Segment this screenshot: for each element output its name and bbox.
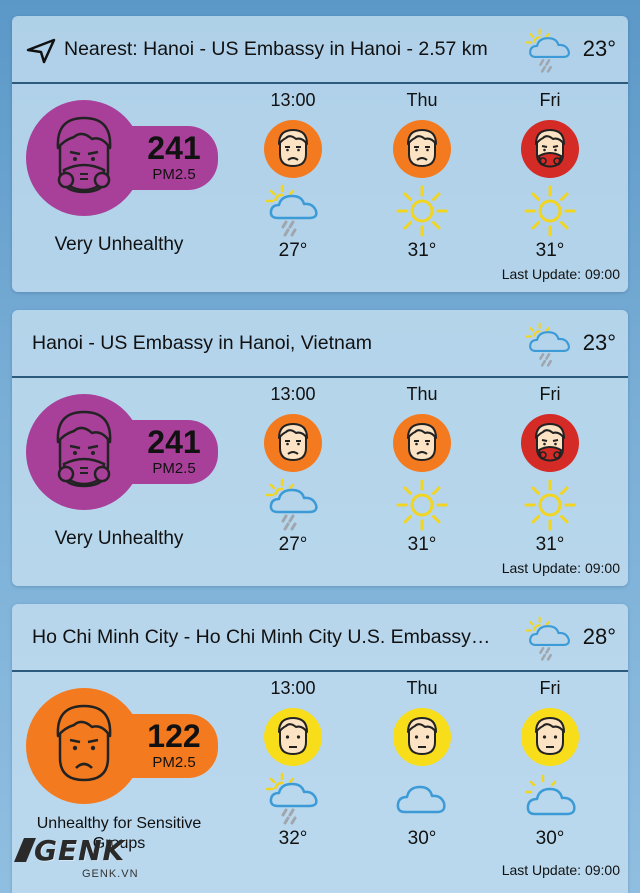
aqi-circle [26,688,142,804]
card-header: Ho Chi Minh City - Ho Chi Minh City U.S.… [12,604,628,672]
aqi-circle [26,394,142,510]
aqi-card-hcmc[interactable]: Ho Chi Minh City - Ho Chi Minh City U.S.… [12,604,628,893]
sun-cloud-icon [523,772,577,826]
header-temperature: 23° [582,330,616,355]
aqi-face-badge [393,708,451,766]
station-title[interactable]: Nearest: Hanoi - US Embassy in Hanoi - 2… [64,38,488,60]
aqi-face-badge [393,414,451,472]
forecast-label: 13:00 [270,678,316,698]
sad-face-icon [40,700,128,792]
sun-cloud-rain-icon [526,322,572,368]
forecast-label: Thu [406,384,438,404]
card-header: Nearest: Hanoi - US Embassy in Hanoi - 2… [12,16,628,84]
forecast-label: Fri [539,90,561,110]
aqi-status: Very Unhealthy [54,528,184,549]
watermark-logo: GENK [34,834,126,867]
aqi-face-badge [264,414,322,472]
cloud-icon [395,772,449,826]
aqi-pollutant: PM2.5 [152,754,196,771]
aqi-circle [26,100,142,216]
aqi-pollutant: PM2.5 [152,166,196,183]
aqi-badge: 241 PM2.5 [130,126,218,190]
mask-face-icon [40,406,128,498]
forecast-temp: 31° [407,534,437,555]
aqi-card-hanoi[interactable]: Hanoi - US Embassy in Hanoi, Vietnam 23°… [12,310,628,586]
sun-cloud-rain-icon [266,184,320,238]
aqi-value: 241 [147,424,201,460]
sun-cloud-rain-icon [526,616,572,662]
header-temperature: 23° [582,36,616,61]
mask-face-icon [521,120,579,178]
neutral-face-icon [393,708,451,766]
sun-cloud-rain-icon [526,28,572,74]
sun-cloud-rain-icon [266,478,320,532]
aqi-face-badge [264,120,322,178]
forecast-temp: 27° [278,534,308,555]
last-update: Last Update: 09:00 [501,266,620,282]
sun-icon [523,184,577,238]
header-temperature: 28° [582,624,616,649]
sun-icon [395,478,449,532]
aqi-face-badge [264,708,322,766]
logo-slash-icon [14,838,36,862]
neutral-face-icon [264,708,322,766]
station-title[interactable]: Ho Chi Minh City - Ho Chi Minh City U.S.… [32,626,491,648]
sad-face-icon [264,120,322,178]
forecast-temp: 31° [407,240,437,261]
forecast-label: Thu [406,678,438,698]
forecast-label: Fri [539,678,561,698]
forecast-temp: 27° [278,240,308,261]
card-body: 122 PM2.5 Unhealthy for Sensitive Groups… [12,672,628,878]
sad-face-icon [264,414,322,472]
navigation-arrow-icon [26,38,56,64]
aqi-value: 241 [147,130,201,166]
aqi-badge: 241 PM2.5 [130,420,218,484]
last-update: Last Update: 09:00 [501,862,620,878]
mask-face-icon [521,414,579,472]
sun-cloud-rain-icon [266,772,320,826]
aqi-face-badge [521,120,579,178]
card-body: 241 PM2.5 Very Unhealthy 13:00 27° Thu 3… [12,378,628,584]
aqi-badge: 122 PM2.5 [130,714,218,778]
forecast-label: 13:00 [270,384,316,404]
genk-watermark: GENK GENK.VN [14,834,184,886]
forecast-label: 13:00 [270,90,316,110]
card-body: 241 PM2.5 Very Unhealthy 13:00 27° Thu 3… [12,84,628,290]
aqi-pollutant: PM2.5 [152,460,196,477]
aqi-card-nearest[interactable]: Nearest: Hanoi - US Embassy in Hanoi - 2… [12,16,628,292]
last-update: Last Update: 09:00 [501,560,620,576]
sun-icon [523,478,577,532]
aqi-value: 122 [147,718,201,754]
aqi-face-badge [521,708,579,766]
neutral-face-icon [521,708,579,766]
sun-icon [395,184,449,238]
forecast-temp: 32° [278,828,308,849]
forecast-label: Thu [406,90,438,110]
station-title[interactable]: Hanoi - US Embassy in Hanoi, Vietnam [32,332,372,354]
mask-face-icon [40,112,128,204]
aqi-face-badge [521,414,579,472]
aqi-status: Unhealthy for Sensitive Groups [36,815,202,852]
aqi-face-badge [393,120,451,178]
sad-face-icon [393,120,451,178]
forecast-temp: 30° [535,828,565,849]
forecast-temp: 31° [535,240,565,261]
card-header: Hanoi - US Embassy in Hanoi, Vietnam 23° [12,310,628,378]
forecast-temp: 31° [535,534,565,555]
aqi-status: Very Unhealthy [54,234,184,255]
forecast-temp: 30° [407,828,437,849]
forecast-label: Fri [539,384,561,404]
watermark-domain: GENK.VN [82,868,139,880]
sad-face-icon [393,414,451,472]
